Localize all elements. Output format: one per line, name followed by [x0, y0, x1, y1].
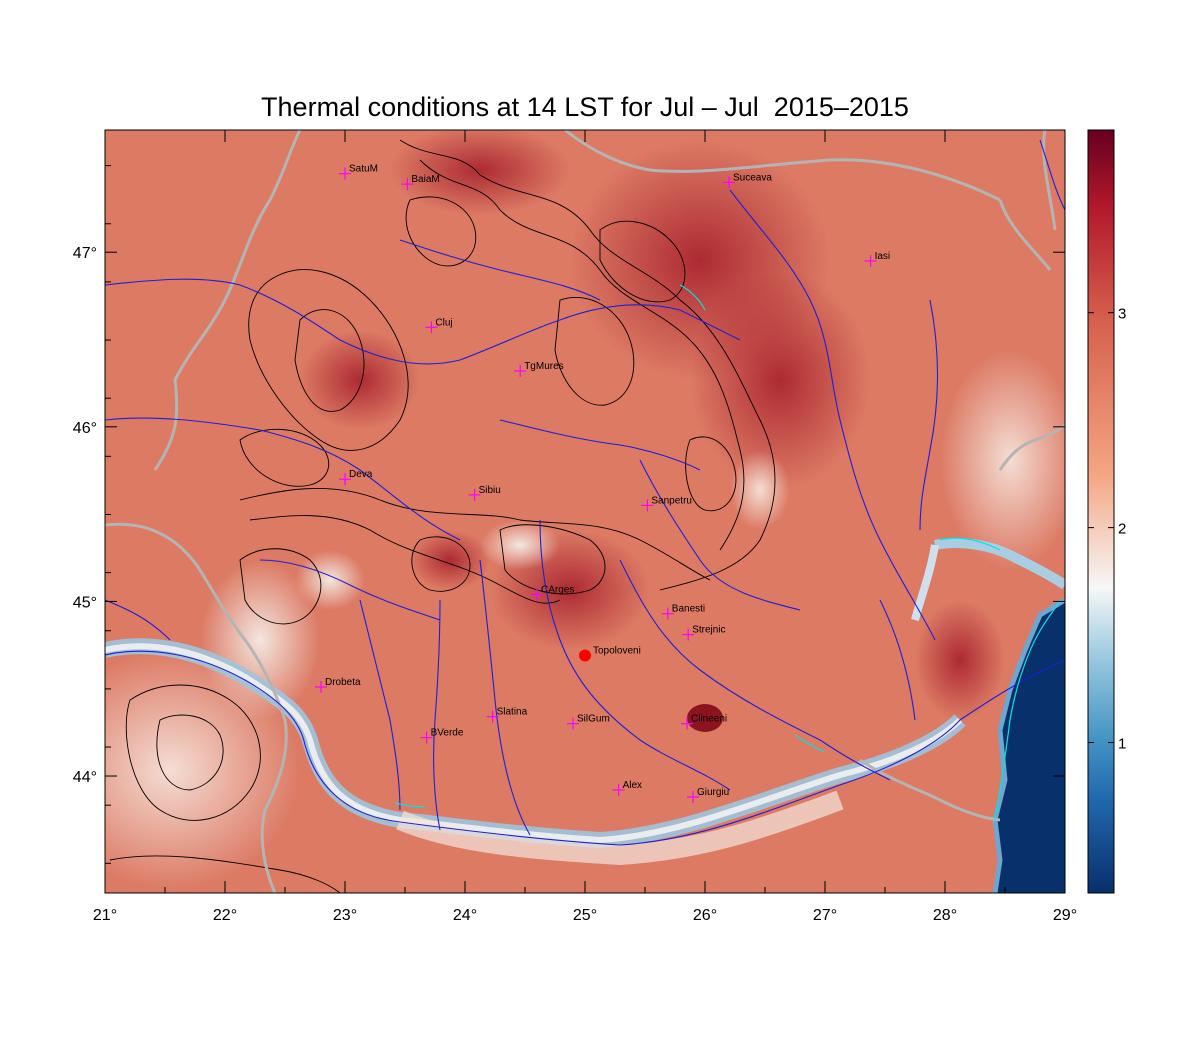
lakes-coastline — [394, 284, 1061, 821]
highlight-label: Topoloveni — [593, 646, 641, 657]
colorbar-tick-label: 2 — [1118, 521, 1126, 538]
city-label: Strejnic — [692, 625, 725, 636]
x-tick-label: 28° — [933, 907, 957, 924]
city-label: Cluj — [435, 317, 452, 328]
x-tick-label: 21° — [93, 907, 117, 924]
city-label: BaiaM — [411, 174, 439, 185]
rivers — [105, 139, 1065, 846]
city-label: Alex — [623, 780, 642, 791]
city-label: Suceava — [733, 172, 772, 183]
city-label: Clineeni — [691, 714, 727, 725]
map-title: Thermal conditions at 14 LST for Jul – J… — [261, 92, 909, 122]
axis-ticks: 21° 22° 23° 24° 25° 26° 27° 28° 29° 44° 45° 46° 47° — [73, 130, 1077, 924]
colorbar-ticks: 1 2 3 — [1088, 306, 1126, 753]
colorbar — [1087, 129, 1115, 894]
city-label: Giurgiu — [697, 787, 729, 798]
x-tick-label: 27° — [813, 907, 837, 924]
heatmap-field — [105, 130, 1065, 893]
city-label: Sibiu — [479, 485, 501, 496]
city-label: SatuM — [349, 164, 378, 175]
city-label: Deva — [349, 469, 373, 480]
x-tick-label: 24° — [453, 907, 477, 924]
y-tick-label: 45° — [73, 594, 97, 611]
city-label: CArges — [541, 584, 574, 595]
x-tick-label: 22° — [213, 907, 237, 924]
city-label: Sanpetru — [651, 495, 692, 506]
city-label: Banesti — [672, 604, 705, 615]
city-markers: SatuM BaiaM Suceava Iasi Cluj TgMures Deva Sibi… — [315, 164, 890, 803]
highlight-dot — [579, 649, 591, 662]
highlight-point: Topoloveni — [579, 646, 641, 662]
x-tick-label: 29° — [1053, 907, 1077, 924]
colorbar-tick-label: 3 — [1118, 306, 1126, 323]
city-label: Iasi — [875, 251, 891, 262]
city-label: Slatina — [497, 707, 528, 718]
city-label: TgMures — [524, 361, 563, 372]
x-tick-label: 23° — [333, 907, 357, 924]
country-borders — [105, 130, 1065, 893]
city-label: Drobeta — [325, 677, 361, 688]
city-label: BVerde — [431, 728, 464, 739]
y-tick-label: 44° — [73, 769, 97, 786]
x-tick-label: 26° — [693, 907, 717, 924]
y-tick-label: 46° — [73, 420, 97, 437]
colorbar-tick-label: 1 — [1118, 736, 1126, 753]
y-tick-label: 47° — [73, 245, 97, 262]
x-tick-label: 25° — [573, 907, 597, 924]
elevation-contours — [109, 139, 776, 893]
city-label: SilGum — [577, 714, 610, 725]
